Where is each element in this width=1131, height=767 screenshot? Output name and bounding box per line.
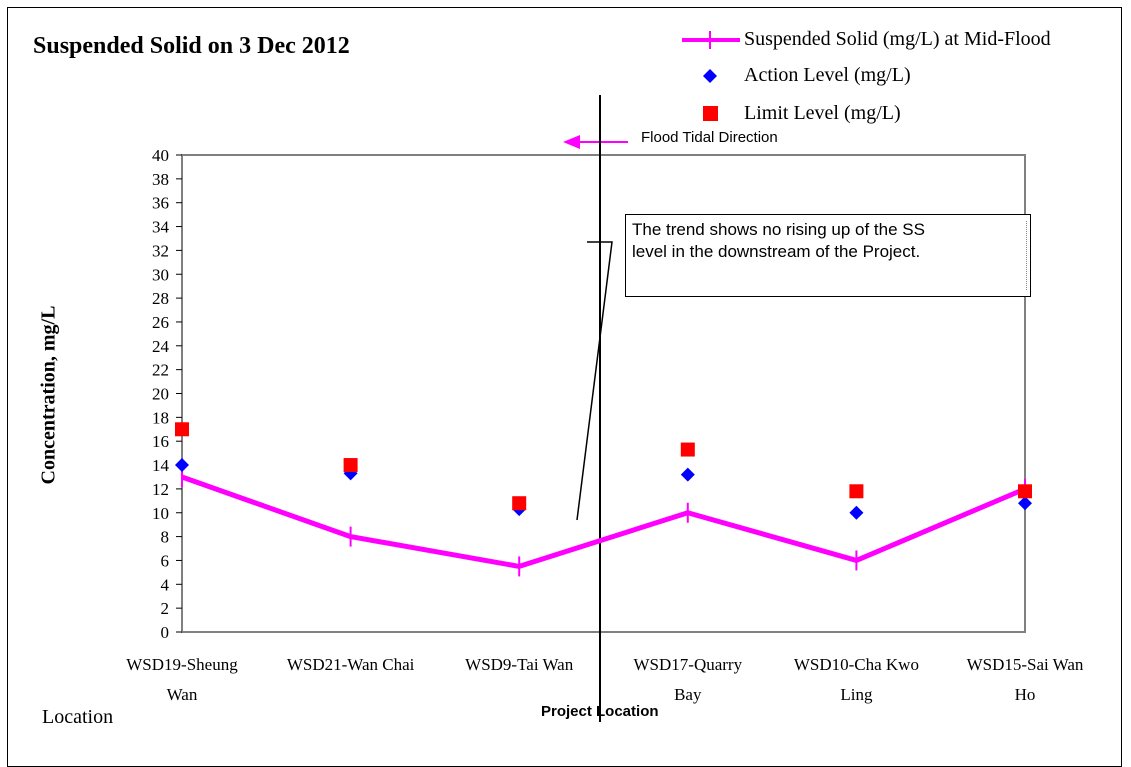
y-tick-label: 6 [161, 551, 170, 570]
legend-marker-diamond [703, 69, 717, 83]
project-location-label: Project Location [541, 703, 659, 720]
data-point-limit-level [512, 496, 527, 511]
plot-area: 0246810121416182022242628303234363840WSD… [126, 95, 1084, 722]
data-point-action-level [849, 505, 864, 520]
annotation-leader-line [576, 241, 613, 521]
data-point-limit-level [343, 458, 358, 473]
flood-direction-label: Flood Tidal Direction [641, 129, 778, 146]
y-tick-label: 32 [152, 241, 169, 260]
y-tick-label: 28 [152, 289, 169, 308]
x-tick-label: Ling [840, 685, 873, 704]
y-tick-label: 18 [152, 408, 169, 427]
data-point-limit-level [680, 442, 695, 457]
y-tick-label: 24 [152, 337, 170, 356]
flood-arrow-head [563, 135, 580, 149]
data-point-limit-level [849, 484, 864, 499]
annotation-dotted-edge [1026, 221, 1027, 290]
y-tick-label: 26 [152, 313, 169, 332]
legend-label-action-level: Action Level (mg/L) [744, 64, 911, 86]
y-tick-label: 40 [152, 146, 169, 165]
y-tick-label: 20 [152, 385, 169, 404]
y-tick-label: 0 [161, 623, 170, 642]
data-point-limit-level [1018, 484, 1032, 499]
legend-marker-plus-line [682, 31, 740, 49]
y-tick-label: 22 [152, 361, 169, 380]
y-tick-label: 34 [152, 218, 170, 237]
data-point-limit-level [175, 422, 189, 437]
annotation-note: The trend shows no rising up of the SS l… [625, 214, 1031, 297]
y-tick-label: 8 [161, 528, 170, 547]
annotation-line-1: The trend shows no rising up of the SS [632, 220, 925, 239]
y-tick-label: 14 [152, 456, 170, 475]
y-tick-label: 38 [152, 170, 169, 189]
x-tick-label: Ho [1015, 685, 1036, 704]
y-tick-label: 2 [161, 599, 170, 618]
annotation-line-2: level in the downstream of the Project. [632, 242, 921, 261]
series-line-suspended-solid [181, 474, 1026, 569]
x-tick-label: WSD9-Tai Wan [465, 655, 574, 674]
legend-marker-square [703, 106, 718, 121]
x-tick-label: Bay [674, 685, 702, 704]
x-tick-label: Wan [167, 685, 198, 704]
y-tick-label: 12 [152, 480, 169, 499]
data-point-action-level [1018, 496, 1032, 511]
y-tick-label: 4 [161, 575, 170, 594]
legend-label-suspended-solid: Suspended Solid (mg/L) at Mid-Flood [744, 28, 1051, 50]
y-tick-label: 36 [152, 194, 169, 213]
chart-title: Suspended Solid on 3 Dec 2012 [33, 33, 350, 59]
data-point-action-level [175, 458, 189, 473]
x-tick-label: WSD17-Quarry [634, 655, 743, 674]
x-tick-label: WSD21-Wan Chai [287, 655, 415, 674]
legend-label-limit-level: Limit Level (mg/L) [744, 102, 901, 124]
y-axis-label: Concentration, mg/L [37, 305, 60, 485]
x-tick-label: WSD10-Cha Kwo [794, 655, 919, 674]
x-tick-label: WSD15-Sai Wan [967, 655, 1084, 674]
x-axis-label: Location [42, 706, 114, 728]
y-tick-label: 30 [152, 265, 169, 284]
data-point-action-level [680, 467, 695, 482]
y-tick-label: 16 [152, 432, 169, 451]
y-tick-label: 10 [152, 504, 169, 523]
x-tick-label: WSD19-Sheung [126, 655, 238, 674]
